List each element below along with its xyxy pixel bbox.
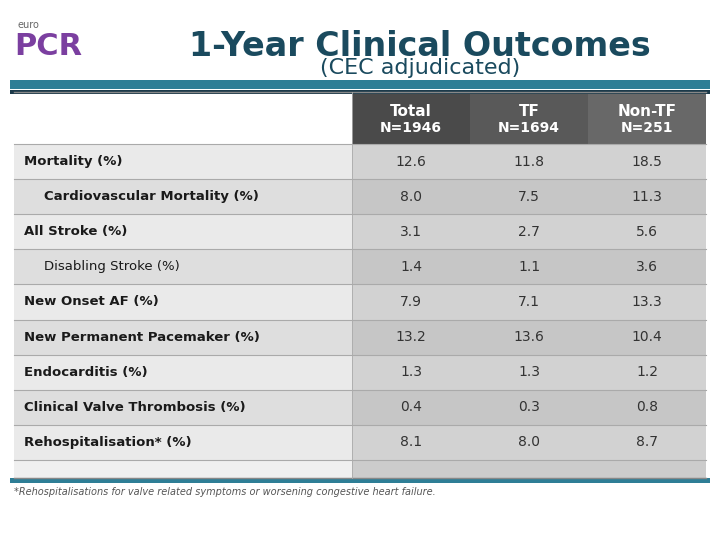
Bar [352,460,706,478]
Bar [352,249,470,285]
Bar [352,285,470,320]
Bar [470,144,588,179]
Bar [14,390,352,425]
Bar [352,320,470,355]
Bar [14,214,352,249]
Bar [352,355,470,390]
Bar [352,179,470,214]
Text: 1.1: 1.1 [518,260,540,274]
Text: Non-TF: Non-TF [618,105,677,119]
Text: 8.0: 8.0 [400,190,422,204]
Text: Cardiovascular Mortality (%): Cardiovascular Mortality (%) [44,190,259,203]
Text: *Rehospitalisations for valve related symptoms or worsening congestive heart fai: *Rehospitalisations for valve related sy… [14,487,436,497]
Text: 11.8: 11.8 [513,154,544,168]
Bar [14,425,352,460]
Bar [588,249,706,285]
Bar [470,390,588,425]
Text: 1.3: 1.3 [518,365,540,379]
Bar [588,179,706,214]
Text: 3.6: 3.6 [636,260,658,274]
Text: N=1694: N=1694 [498,121,560,135]
Text: 10.4: 10.4 [631,330,662,344]
Text: Mortality (%): Mortality (%) [24,155,122,168]
Text: Disabling Stroke (%): Disabling Stroke (%) [44,260,180,273]
Bar [588,390,706,425]
Text: 1.2: 1.2 [636,365,658,379]
Bar [14,249,352,285]
Text: Total: Total [390,105,432,119]
Text: 1.3: 1.3 [400,365,422,379]
Text: 3.1: 3.1 [400,225,422,239]
Text: TF: TF [518,105,539,119]
Bar [470,214,588,249]
Text: 7.1: 7.1 [518,295,540,309]
Text: Clinical Valve Thrombosis (%): Clinical Valve Thrombosis (%) [24,401,246,414]
Bar [588,144,706,179]
Bar [470,249,588,285]
Text: 8.0: 8.0 [518,435,540,449]
Text: 8.1: 8.1 [400,435,422,449]
Bar [470,355,588,390]
Text: euro: euro [18,20,40,30]
Bar [14,355,352,390]
Bar [588,425,706,460]
Bar [352,390,470,425]
Text: (CEC adjudicated): (CEC adjudicated) [320,58,520,78]
Text: 7.5: 7.5 [518,190,540,204]
Text: 0.8: 0.8 [636,400,658,414]
Bar [470,285,588,320]
Text: 5.6: 5.6 [636,225,658,239]
Bar [14,179,352,214]
Bar [588,92,706,144]
Text: 0.3: 0.3 [518,400,540,414]
Bar [14,460,352,478]
Bar [588,285,706,320]
Text: 13.2: 13.2 [395,330,426,344]
Text: Rehospitalisation* (%): Rehospitalisation* (%) [24,436,192,449]
Bar [352,214,470,249]
Text: 0.4: 0.4 [400,400,422,414]
Text: All Stroke (%): All Stroke (%) [24,225,127,238]
Bar [470,425,588,460]
Text: 13.6: 13.6 [513,330,544,344]
Text: Endocarditis (%): Endocarditis (%) [24,366,148,379]
Bar [352,425,470,460]
Bar [10,90,710,94]
Text: 8.7: 8.7 [636,435,658,449]
Text: New Onset AF (%): New Onset AF (%) [24,295,158,308]
Text: 12.6: 12.6 [395,154,426,168]
Text: N=251: N=251 [621,121,673,135]
Text: 11.3: 11.3 [631,190,662,204]
Bar [352,92,470,144]
Text: 7.9: 7.9 [400,295,422,309]
Text: PCR: PCR [14,32,82,61]
Bar [588,214,706,249]
Bar [10,80,710,89]
Text: 1-Year Clinical Outcomes: 1-Year Clinical Outcomes [189,30,651,63]
Text: 1.4: 1.4 [400,260,422,274]
Text: New Permanent Pacemaker (%): New Permanent Pacemaker (%) [24,330,260,343]
Bar [10,478,710,483]
Bar [14,144,352,179]
Bar [470,92,588,144]
Bar [588,320,706,355]
Bar [352,144,470,179]
Text: 18.5: 18.5 [631,154,662,168]
Bar [588,355,706,390]
Text: 2.7: 2.7 [518,225,540,239]
Bar [14,320,352,355]
Bar [14,285,352,320]
Text: 13.3: 13.3 [631,295,662,309]
Bar [470,179,588,214]
Text: N=1946: N=1946 [380,121,442,135]
Bar [470,320,588,355]
